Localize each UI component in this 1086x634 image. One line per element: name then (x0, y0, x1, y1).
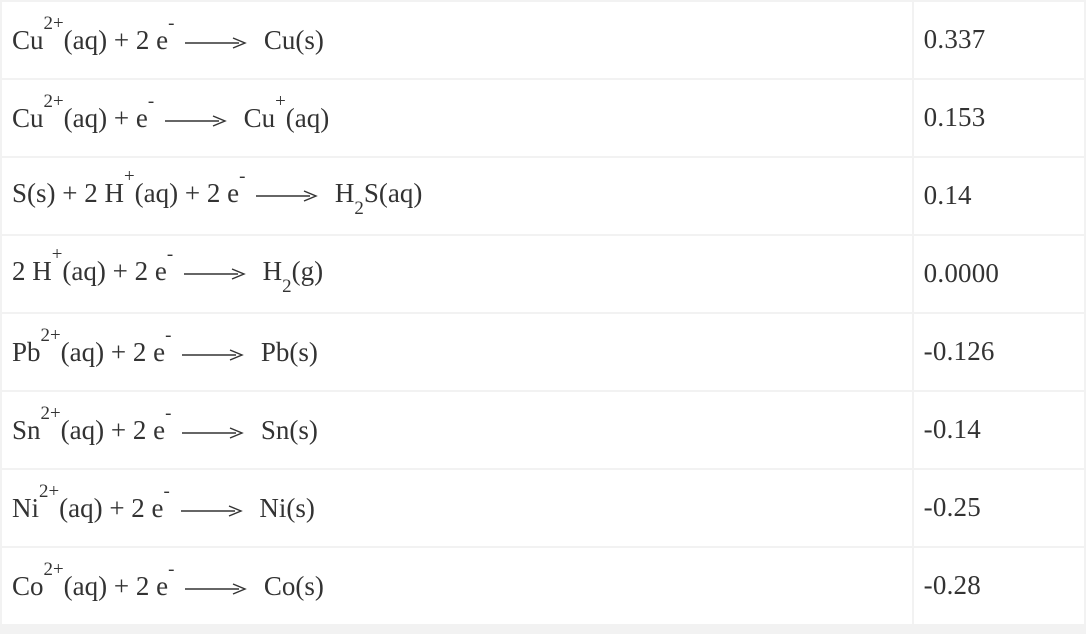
reaction-cell: Sn2+(aq) + 2 e- Sn(s) (2, 392, 912, 468)
reaction-text: 2 H+(aq) + 2 e- H2(g) (12, 256, 323, 286)
reaction-text: Co2+(aq) + 2 e- Co(s) (12, 571, 324, 601)
potential-value: 0.14 (914, 158, 1084, 234)
potential-value: -0.14 (914, 392, 1084, 468)
reaction-arrow-icon (165, 114, 231, 128)
reaction-cell: Cu2+(aq) + e- Cu+(aq) (2, 80, 912, 156)
reaction-cell: Pb2+(aq) + 2 e- Pb(s) (2, 314, 912, 390)
reaction-cell: Ni2+(aq) + 2 e- Ni(s) (2, 470, 912, 546)
potential-value: -0.25 (914, 470, 1084, 546)
table-row: Sn2+(aq) + 2 e- Sn(s) -0.14 (2, 392, 1084, 468)
table-row: Co2+(aq) + 2 e- Co(s) -0.28 (2, 548, 1084, 624)
reaction-text: Cu2+(aq) + e- Cu+(aq) (12, 103, 329, 133)
reaction-text: S(s) + 2 H+(aq) + 2 e- H2S(aq) (12, 178, 422, 208)
reaction-arrow-icon (181, 504, 247, 518)
potential-value: -0.28 (914, 548, 1084, 624)
table-row: Cu2+(aq) + 2 e- Cu(s) 0.337 (2, 2, 1084, 78)
table-row: S(s) + 2 H+(aq) + 2 e- H2S(aq) 0.14 (2, 158, 1084, 234)
table-row: Cu2+(aq) + e- Cu+(aq) 0.153 (2, 80, 1084, 156)
reaction-arrow-icon (256, 189, 322, 203)
reaction-arrow-icon (184, 267, 250, 281)
reaction-cell: Cu2+(aq) + 2 e- Cu(s) (2, 2, 912, 78)
table-container: Cu2+(aq) + 2 e- Cu(s)0.337Cu2+(aq) + e- … (0, 0, 1086, 634)
bottom-border (0, 630, 1086, 634)
potential-value: 0.153 (914, 80, 1084, 156)
table-row: Pb2+(aq) + 2 e- Pb(s) -0.126 (2, 314, 1084, 390)
reaction-arrow-icon (182, 426, 248, 440)
table-row: Ni2+(aq) + 2 e- Ni(s) -0.25 (2, 470, 1084, 546)
reaction-arrow-icon (185, 582, 251, 596)
potential-value: 0.0000 (914, 236, 1084, 312)
reaction-cell: 2 H+(aq) + 2 e- H2(g) (2, 236, 912, 312)
reaction-text: Ni2+(aq) + 2 e- Ni(s) (12, 493, 315, 523)
reaction-text: Cu2+(aq) + 2 e- Cu(s) (12, 25, 324, 55)
potentials-table: Cu2+(aq) + 2 e- Cu(s)0.337Cu2+(aq) + e- … (0, 0, 1086, 626)
potential-value: 0.337 (914, 2, 1084, 78)
reaction-text: Sn2+(aq) + 2 e- Sn(s) (12, 415, 318, 445)
table-row: 2 H+(aq) + 2 e- H2(g) 0.0000 (2, 236, 1084, 312)
reaction-arrow-icon (182, 348, 248, 362)
reaction-text: Pb2+(aq) + 2 e- Pb(s) (12, 337, 318, 367)
reaction-cell: S(s) + 2 H+(aq) + 2 e- H2S(aq) (2, 158, 912, 234)
reaction-cell: Co2+(aq) + 2 e- Co(s) (2, 548, 912, 624)
reaction-arrow-icon (185, 36, 251, 50)
potential-value: -0.126 (914, 314, 1084, 390)
